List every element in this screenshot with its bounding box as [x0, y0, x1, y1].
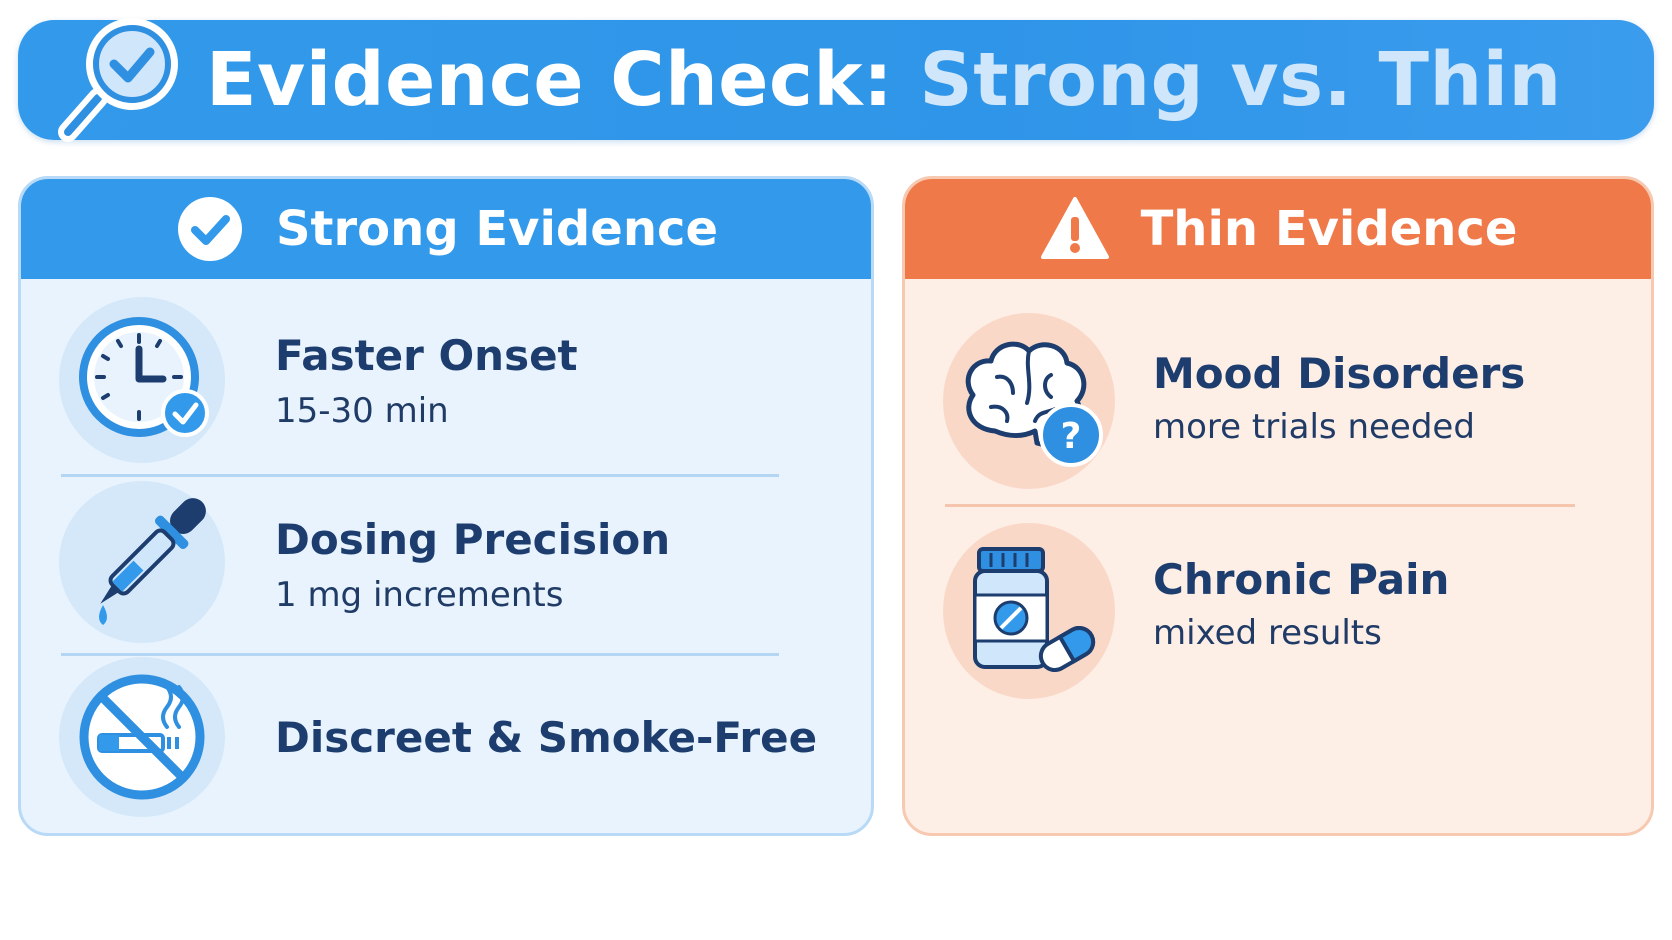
no-smoking-icon: [59, 657, 225, 817]
thin-evidence-title: Thin Evidence: [1141, 201, 1518, 257]
chronic-pain-subtitle: mixed results: [1153, 613, 1382, 653]
dosing-precision-subtitle: 1 mg increments: [275, 575, 563, 615]
thin-evidence-header: Thin Evidence: [905, 179, 1651, 279]
faster-onset-icon-badge: [59, 297, 225, 463]
chronic-pain-title: Chronic Pain: [1153, 555, 1449, 604]
magnifier-check-icon: [44, 12, 194, 148]
pill-bottle-icon: [943, 523, 1115, 699]
strong-evidence-panel: Strong Evidence Faster Onset 15-30 min: [18, 176, 874, 836]
check-circle-icon: [174, 193, 246, 265]
svg-text:?: ?: [1061, 416, 1082, 457]
divider: [945, 504, 1575, 507]
dosing-precision-icon-badge: [59, 481, 225, 643]
thin-evidence-panel: Thin Evidence ? Mood Disorders more tria…: [902, 176, 1654, 836]
faster-onset-title: Faster Onset: [275, 331, 578, 380]
dropper-icon: [59, 481, 225, 643]
dosing-precision-title: Dosing Precision: [275, 515, 670, 564]
strong-evidence-header: Strong Evidence: [21, 179, 871, 279]
mood-disorders-title: Mood Disorders: [1153, 349, 1525, 398]
smoke-free-title: Discreet & Smoke-Free: [275, 713, 817, 762]
divider: [61, 653, 779, 656]
header-banner: Evidence Check: Strong vs. Thin: [18, 20, 1654, 140]
mood-disorders-icon-badge: ?: [943, 313, 1115, 489]
divider: [61, 474, 779, 477]
page-title: Evidence Check: Strong vs. Thin: [206, 20, 1562, 140]
brain-question-icon: ?: [943, 313, 1115, 489]
warning-triangle-icon: [1039, 193, 1111, 265]
faster-onset-subtitle: 15-30 min: [275, 391, 449, 431]
clock-check-icon: [59, 297, 225, 463]
mood-disorders-subtitle: more trials needed: [1153, 407, 1475, 447]
smoke-free-icon-badge: [59, 657, 225, 817]
strong-evidence-title: Strong Evidence: [276, 201, 718, 257]
chronic-pain-icon-badge: [943, 523, 1115, 699]
